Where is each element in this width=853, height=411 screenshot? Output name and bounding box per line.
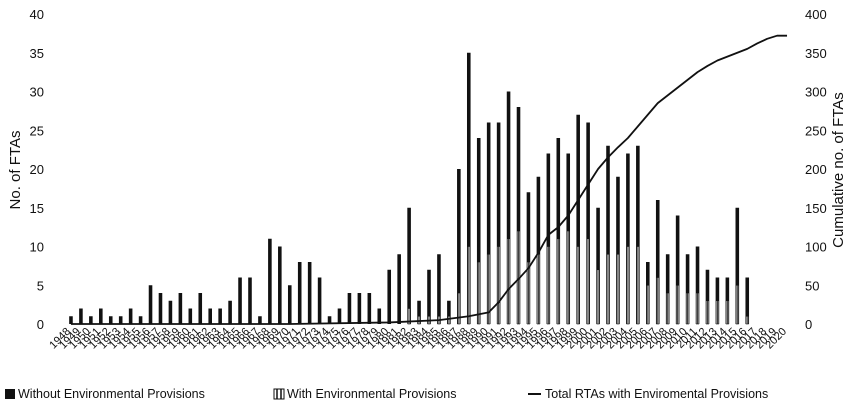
bar-without-2002 (606, 145, 610, 324)
bar-without-1962 (208, 308, 212, 324)
bar-without-2010 (685, 254, 690, 324)
y2-tick-label: 200 (805, 162, 827, 177)
legend-swatch-without (5, 389, 15, 399)
y2-tick-label: 300 (805, 85, 827, 100)
y-tick-label: 30 (30, 85, 44, 100)
bar-without-1975 (337, 308, 342, 324)
bar-without-2005 (636, 145, 640, 324)
y-tick-label: 10 (30, 240, 44, 255)
bar-without-1957 (158, 293, 163, 324)
bar-without-1969 (278, 246, 282, 324)
y-tick-label: 15 (30, 201, 44, 216)
bar-without-1953 (118, 316, 123, 324)
bar-without-2012 (705, 269, 710, 324)
bar-without-1987 (457, 169, 461, 324)
bar-without-1991 (496, 122, 501, 324)
bar-without-1949 (79, 308, 83, 324)
bar-without-2007 (655, 200, 660, 324)
bar-without-1978 (367, 293, 372, 324)
bar-without-2008 (665, 254, 670, 324)
bar-without-2011 (695, 246, 700, 324)
bar-without-2000 (586, 122, 590, 324)
bar-without-2004 (626, 153, 630, 324)
y2-tick-label: 50 (805, 278, 819, 293)
bar-without-1952 (108, 316, 113, 324)
bar-without-1968 (268, 238, 272, 324)
right-axis-ticks: 0 50 100 150 200 250 300 350 400 (805, 7, 827, 332)
y2-tick-label: 250 (805, 123, 827, 138)
bar-without-1958 (168, 300, 173, 324)
y2-tick-label: 100 (805, 240, 827, 255)
bar-without-1994 (526, 192, 531, 324)
x-axis-ticks: 1948194919501951195219531954195519561957… (47, 326, 789, 352)
bar-without-2016 (745, 277, 750, 324)
bar-without-1954 (128, 308, 133, 324)
bar-without-1996 (546, 153, 551, 324)
bar-without-1976 (347, 293, 352, 324)
y2-tick-label: 350 (805, 46, 827, 61)
bar-without-1951 (99, 308, 103, 324)
legend-label-total: Total RTAs with Enviromental Provisions (545, 387, 768, 401)
bar-without-1997 (556, 138, 561, 324)
bar-without-1971 (297, 262, 302, 324)
y-axis-title: No. of FTAs (7, 131, 24, 210)
bar-without-1963 (218, 308, 222, 324)
bar-without-1984 (427, 269, 431, 324)
bar-without-1972 (307, 262, 312, 324)
legend-label-with: With Environmental Provisions (287, 387, 457, 401)
bar-without-1988 (466, 52, 471, 324)
y-tick-label: 20 (30, 162, 44, 177)
bar-without-1955 (138, 316, 143, 324)
legend-label-without: Without Environmental Provisions (18, 387, 205, 401)
bar-without-2001 (596, 207, 600, 324)
bar-without-1970 (287, 285, 292, 324)
bar-without-1980 (387, 269, 392, 324)
bar-without-1950 (89, 316, 93, 324)
left-axis-ticks: 0 5 10 15 20 25 30 35 40 (30, 7, 44, 332)
bar-without-1967 (258, 316, 262, 324)
bar-without-1977 (357, 293, 362, 324)
y2-axis-title: Cumulative no. of FTAs (830, 92, 847, 248)
y-tick-label: 0 (37, 317, 44, 332)
bar-without-1960 (188, 308, 193, 324)
bar-without-1990 (486, 122, 491, 324)
bar-without-1964 (228, 300, 232, 324)
legend: Without Environmental Provisions With En… (5, 387, 768, 401)
bar-without-1973 (317, 277, 322, 324)
y-tick-label: 5 (37, 278, 44, 293)
bar-without-1993 (516, 107, 521, 324)
y-tick-label: 25 (30, 123, 44, 138)
bar-without-1974 (327, 316, 332, 324)
bar-without-1989 (476, 138, 481, 324)
bar-without-1999 (576, 114, 580, 324)
bar-without-1985 (437, 254, 441, 324)
bar-without-1986 (447, 300, 451, 324)
bar-without-1981 (397, 254, 401, 324)
bar-without-1961 (198, 293, 203, 324)
bar-without-1965 (238, 277, 242, 324)
bar-without-1948 (69, 316, 73, 324)
bar-without-2003 (616, 176, 620, 324)
bar-without-1966 (248, 277, 252, 324)
legend-swatch-with (273, 388, 285, 400)
bar-without-1956 (148, 285, 153, 324)
y-tick-label: 40 (30, 7, 44, 22)
bar-without-1982 (407, 207, 411, 324)
bar-without-1995 (536, 176, 541, 324)
y-tick-label: 35 (30, 46, 44, 61)
total-rtas-line (70, 34, 788, 325)
bar-without-1959 (178, 293, 183, 324)
bar-without-1992 (506, 91, 511, 324)
y2-tick-label: 150 (805, 201, 827, 216)
y2-tick-label: 0 (805, 317, 812, 332)
bar-without-1979 (377, 308, 382, 324)
y2-tick-label: 400 (805, 7, 827, 22)
plot-area (69, 34, 788, 325)
bar-without-2009 (675, 215, 680, 324)
bar-without-1983 (417, 300, 421, 324)
bar-without-2015 (735, 207, 740, 324)
